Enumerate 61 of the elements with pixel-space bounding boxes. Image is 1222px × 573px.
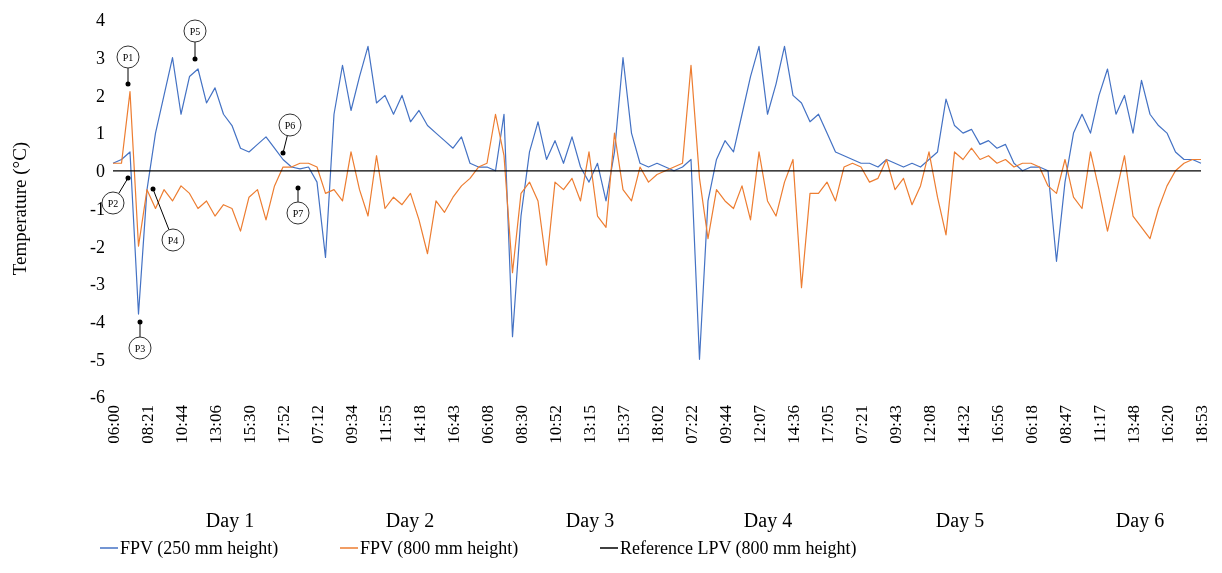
x-tick-label: 10:44 [171,404,191,444]
x-tick-label: 18:02 [647,405,667,444]
x-tick-label: 14:32 [953,405,973,444]
y-tick-label: 4 [96,10,105,31]
y-tick-label: -1 [90,198,105,219]
annotation: P3 [134,342,146,354]
y-tick-label: -5 [90,349,105,370]
text: Day 6 [1115,509,1165,532]
x-tick-label: 08:21 [137,405,157,444]
x-tick-label: 09:44 [715,404,735,444]
x-tick-label: 17:05 [817,405,837,444]
text: Day 3 [565,509,615,532]
x-tick-label: 08:30 [511,405,531,444]
x-tick-label: 16:43 [443,405,463,444]
x-tick-label: 06:18 [1021,405,1041,444]
x-tick-label: 13:48 [1123,405,1143,444]
y-tick-label: 3 [96,48,105,68]
x-tick-label: 07:22 [681,405,701,444]
x-tick-label: 15:37 [613,404,633,444]
y-tick-label: -6 [90,387,105,408]
x-tick-label: 11:17 [1089,404,1109,444]
legend-label: FPV (800 mm height) [360,538,519,560]
y-tick-label: 0 [96,161,105,182]
x-tick-label: 07:12 [307,405,327,444]
y-tick-label: 2 [96,85,105,106]
y-axis-title: Temperature (°C) [9,141,31,276]
annotation: P2 [107,197,119,209]
annotation: P6 [284,119,296,131]
annotation: P7 [292,207,304,219]
x-tick-label: 16:20 [1157,405,1177,444]
x-tick-label: 13:15 [579,405,599,444]
legend-label: Reference LPV (800 mm height) [620,538,857,560]
x-tick-label: 15:30 [239,405,259,444]
x-tick-label: 14:36 [783,405,803,444]
x-tick-label: 18:53 [1191,405,1211,444]
x-tick-label: 08:47 [1055,404,1075,444]
x-tick-label: 10:52 [545,405,565,444]
x-tick-label: 12:07 [749,404,769,444]
x-tick-label: 14:18 [409,405,429,444]
x-tick-label: 06:08 [477,405,497,444]
x-tick-label: 13:06 [205,405,225,444]
x-tick-label: 16:56 [987,405,1007,444]
y-tick-label: 1 [96,123,105,144]
y-tick-label: -3 [90,274,105,295]
y-tick-label: -4 [90,311,105,332]
x-tick-label: 12:08 [919,405,939,444]
x-tick-label: 09:43 [885,405,905,444]
text: Day 5 [935,509,985,532]
x-tick-label: 07:21 [851,405,871,444]
y-tick-label: -2 [90,236,105,257]
text: Day 4 [743,509,793,532]
x-tick-label: 06:00 [103,405,123,444]
annotation: P1 [122,51,134,63]
x-tick-label: 11:55 [375,405,395,444]
text: Day 2 [385,509,435,532]
legend-label: FPV (250 mm height) [120,538,279,560]
annotation: P5 [189,25,201,37]
x-tick-label: 09:34 [341,404,361,444]
annotation: P4 [167,234,179,246]
x-tick-label: 17:52 [273,405,293,444]
text: Day 1 [205,509,255,532]
